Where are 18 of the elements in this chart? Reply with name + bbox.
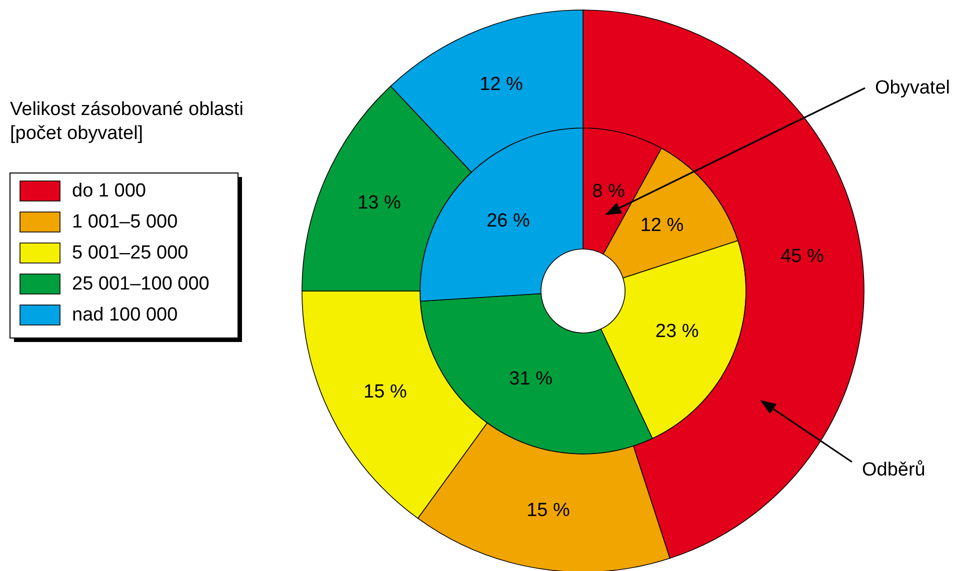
data-label: 31 %	[509, 368, 553, 390]
legend-label: 1 001–5 000	[72, 212, 178, 232]
slice-label: Odběrů	[862, 460, 926, 480]
data-label: 12 %	[640, 215, 684, 236]
data-label: 13 %	[358, 192, 402, 214]
legend-label: nad 100 000	[72, 304, 178, 326]
legend-label: 25 001–100 000	[72, 274, 210, 294]
legend-label: do 1 000	[72, 180, 146, 202]
legend-label: 5 001–25 000	[72, 242, 188, 264]
data-label: 23 %	[655, 321, 699, 342]
slice-label: Obyvatel	[875, 78, 950, 98]
data-label: 15 %	[364, 381, 407, 402]
data-label: 26 %	[486, 210, 530, 232]
legend-title: Velikost zásobované oblasti [počet obyvatel]	[10, 99, 244, 144]
data-label: 15 %	[526, 500, 570, 521]
data-label: 45 %	[780, 246, 824, 267]
data-label: 8 %	[592, 181, 625, 202]
data-label: 12 %	[480, 74, 524, 96]
